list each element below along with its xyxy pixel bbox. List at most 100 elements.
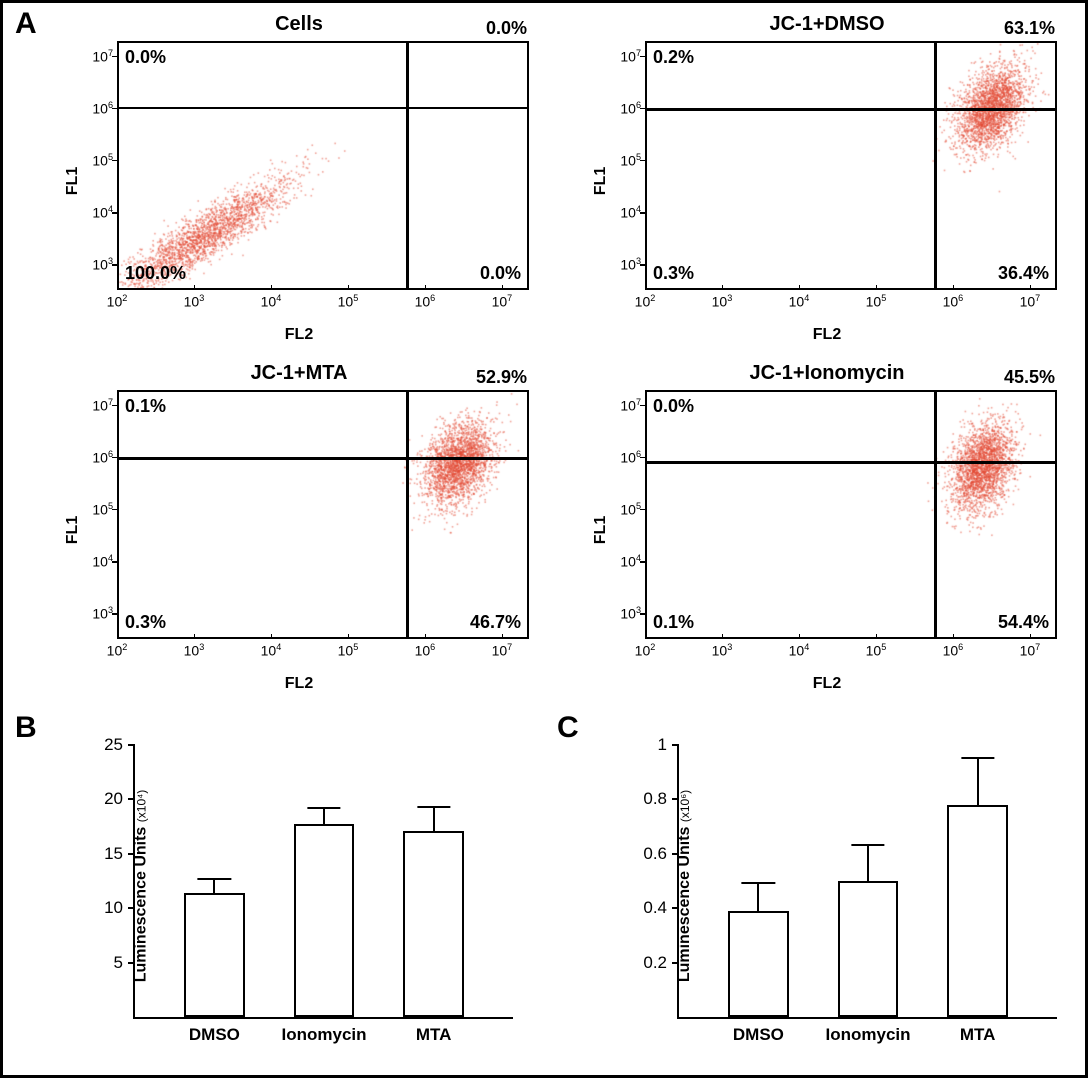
scatter-plot-area: 0.2%0.3%36.4% [645,41,1057,290]
scatter-panel: JC-1+DMSO 0.2%0.3%36.4% FL1 FL2 63.1% 102 103 1… [581,15,1073,346]
bar-category-label: MTA [960,1017,996,1045]
panel-a-label: A [15,7,37,41]
pct-upper-right: 52.9% [476,367,527,388]
x-tick: 106 [943,293,964,310]
y-tick: 105 [599,152,641,169]
x-tick: 103 [712,293,733,310]
bar-category-label: Ionomycin [281,1017,366,1045]
x-tick: 106 [943,642,964,659]
bar [947,805,1007,1017]
scatter-title: JC-1+Ionomycin [749,362,904,385]
panel-c-label: C [557,711,579,745]
x-tick: 105 [866,642,887,659]
bar-y-tick: 15 [104,844,135,864]
x-tick: 103 [184,642,205,659]
x-axis-label: FL2 [813,326,841,344]
y-tick: 106 [71,100,113,117]
bar-y-tick: 0.4 [643,898,679,918]
x-tick: 107 [1020,293,1041,310]
bar-category-label: MTA [416,1017,452,1045]
bar-plot-area: 0.20.40.60.81DMSOIonomycinMTA [677,745,1057,1019]
x-axis-label: FL2 [813,675,841,693]
scatter-panel: JC-1+Ionomycin 0.0% 0.1% 54.4% FL1 FL2 45.5% 10… [581,364,1073,695]
y-tick: 107 [599,397,641,414]
x-tick: 103 [184,293,205,310]
bar-y-tick: 1 [658,735,679,755]
y-axis-label: FL1 [592,515,610,543]
bar [184,893,244,1017]
pct-lower-right: 54.4% [998,612,1049,633]
panel-b-bar-chart: 510152025DMSOIonomycinMTALuminescence Un… [43,723,523,1063]
bar-category-label: Ionomycin [825,1017,910,1045]
x-tick: 102 [107,293,128,310]
x-tick: 107 [492,642,513,659]
pct-lower-right: 46.7% [470,612,521,633]
x-tick: 107 [1020,642,1041,659]
pct-lower-right: 36.4% [998,263,1049,284]
pct-upper-right: 63.1% [1004,18,1055,39]
y-tick: 104 [71,204,113,221]
pct-lower-left: 0.3% [125,612,166,633]
bar-y-tick: 20 [104,789,135,809]
scatter-title: JC-1+MTA [251,362,348,385]
x-tick: 107 [492,293,513,310]
x-tick: 102 [635,293,656,310]
bar-category-label: DMSO [733,1017,784,1045]
bar-y-tick: 25 [104,735,135,755]
bar [728,911,788,1017]
pct-upper-left: 0.2% [653,47,694,68]
y-tick: 103 [599,605,641,622]
y-tick: 103 [71,605,113,622]
pct-upper-left: 0.1% [125,396,166,417]
figure-frame: A Cells0.0%100.0%0.0%FL1FL20.0%102103104… [0,0,1088,1078]
x-tick: 102 [107,642,128,659]
y-tick: 105 [71,152,113,169]
scatter-title: JC-1+DMSO [769,13,884,36]
x-tick: 104 [789,293,810,310]
x-tick: 104 [789,642,810,659]
pct-upper-right: 45.5% [1004,367,1055,388]
scatter-plot-area: 0.0% 100.0% 0.0% [117,41,529,290]
x-tick: 106 [415,293,436,310]
y-tick: 104 [71,553,113,570]
y-tick: 107 [71,48,113,65]
scatter-plot-area: 0.1% 0.3% 46.7% [117,390,529,639]
pct-upper-left: 0.0% [125,47,166,68]
bar-y-tick: 0.8 [643,789,679,809]
y-tick: 105 [71,501,113,518]
y-tick: 107 [599,48,641,65]
bar [294,824,354,1017]
bar-category-label: DMSO [189,1017,240,1045]
pct-upper-right: 0.0% [486,18,527,39]
panel-c-bar-chart: 0.20.40.60.81DMSOIonomycinMTALuminescenc… [587,723,1067,1063]
y-tick: 106 [599,449,641,466]
x-tick: 104 [261,642,282,659]
bar-plot-area: 510152025DMSOIonomycinMTA [133,745,513,1019]
x-tick: 105 [866,293,887,310]
bar [838,881,898,1017]
pct-lower-left: 0.1% [653,612,694,633]
y-tick: 103 [71,256,113,273]
pct-lower-left: 100.0% [125,263,186,284]
x-axis-label: FL2 [285,675,313,693]
bar-y-axis-label: Luminescence Units (x10⁴) [132,790,150,983]
pct-upper-left: 0.0% [653,396,694,417]
x-tick: 105 [338,642,359,659]
y-tick: 103 [599,256,641,273]
y-tick: 105 [599,501,641,518]
scatter-title: Cells [275,13,323,36]
bar [403,831,463,1017]
pct-lower-right: 0.0% [480,263,521,284]
y-tick: 104 [599,553,641,570]
y-axis-label: FL1 [64,515,82,543]
panel-a-scatter-grid: Cells 0.0% 100.0% 0.0% FL1 FL2 0.0% 102 103 104 10… [53,15,1073,695]
y-tick: 107 [71,397,113,414]
bar-y-tick: 10 [104,898,135,918]
scatter-panel: JC-1+MTA 0.1% 0.3% 46.7% FL1 FL2 52.9% 102 103 10… [53,364,545,695]
y-tick: 104 [599,204,641,221]
x-tick: 104 [261,293,282,310]
x-tick: 105 [338,293,359,310]
scatter-panel: Cells0.0%100.0%0.0%FL1FL20.0%10210310410… [53,15,545,346]
x-tick: 103 [712,642,733,659]
y-axis-label: FL1 [592,166,610,194]
